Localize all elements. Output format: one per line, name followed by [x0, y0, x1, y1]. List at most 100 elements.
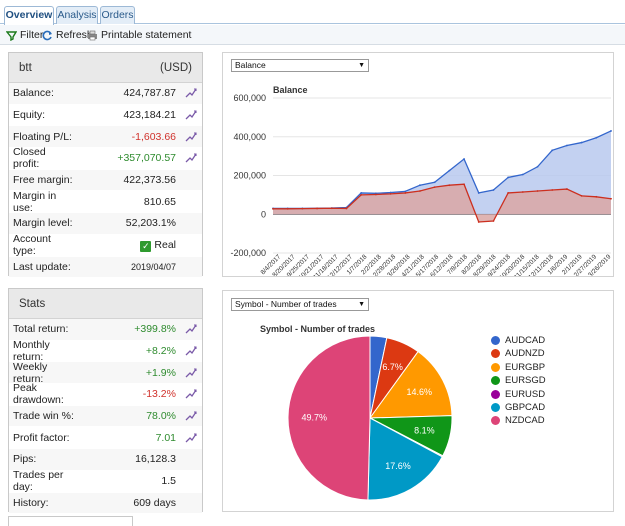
stat-value: 609 days [133, 496, 176, 509]
stat-value: ✓ Real [140, 238, 176, 252]
data-point [463, 158, 465, 160]
printer-icon [88, 30, 97, 40]
chart-trend-icon[interactable] [184, 409, 198, 423]
refresh-button[interactable]: Refresh [42, 28, 93, 42]
stat-value: +357,070.57 [117, 152, 176, 165]
legend-swatch [491, 416, 500, 426]
data-point [521, 173, 524, 176]
data-point [448, 184, 451, 187]
legend-swatch [491, 336, 500, 345]
data-point [272, 207, 274, 210]
refresh-icon [42, 30, 52, 40]
data-point [419, 190, 421, 192]
legend-label: EURGBP [505, 361, 546, 373]
icon-placeholder [184, 195, 198, 209]
icon-placeholder [184, 173, 198, 187]
chart-title: Symbol - Number of trades [260, 324, 375, 334]
data-point [389, 191, 392, 194]
chart-trend-icon[interactable] [184, 130, 198, 144]
chart-trend-icon[interactable] [184, 151, 198, 165]
stat-row: History: 609 days [9, 492, 202, 515]
stat-row: Equity: 423,184.21 [9, 105, 202, 127]
chart-trend-icon[interactable] [184, 344, 198, 358]
chart-trend-icon[interactable] [184, 86, 198, 100]
stat-value: +1.9% [145, 366, 176, 379]
legend-label: NZDCAD [505, 415, 545, 427]
chart-trend-icon[interactable] [184, 322, 198, 336]
data-point [580, 141, 583, 144]
stat-value: +399.8% [134, 323, 176, 336]
data-point [477, 221, 480, 223]
y-tick-label: 200,000 [233, 171, 266, 181]
stats-rows: Total return: +399.8% Monthly return: +8.2%… [9, 319, 202, 515]
chart-trend-icon[interactable] [184, 108, 198, 122]
pie-slice-label: 8.1% [414, 425, 435, 435]
data-point [580, 194, 583, 197]
pie-chart-select[interactable]: Symbol - Number of trades ▼ [231, 298, 369, 311]
chart-trend-icon[interactable] [184, 431, 198, 445]
stat-row: Monthly return: +8.2% [9, 339, 202, 363]
icon-placeholder [184, 452, 198, 466]
stat-value: 78.0% [146, 410, 176, 423]
icon-placeholder [184, 260, 198, 274]
stats-title: Stats [19, 297, 46, 310]
legend-swatch [491, 403, 500, 412]
panel-stub [8, 516, 133, 526]
data-point [595, 136, 598, 139]
chart-title: Balance [273, 85, 308, 95]
pie-chart: Symbol - Number of trades 6.7% 14.6% 8.1% 17… [260, 324, 453, 501]
balance-chart-select[interactable]: Balance ▼ [231, 59, 369, 72]
stat-label: Closed profit: [13, 146, 46, 171]
data-point [448, 169, 451, 172]
stat-value: 16,128.3 [135, 453, 176, 466]
stat-value: 423,184.21 [123, 109, 176, 122]
stat-value: 424,787.87 [123, 87, 176, 100]
tab-analysis[interactable]: Analysis [56, 6, 98, 24]
legend-item-eurgbp: EURGBP [491, 362, 545, 373]
data-point [389, 193, 392, 195]
data-point [536, 190, 539, 192]
y-tick-label: 600,000 [233, 93, 266, 103]
tab-bar: Overview Analysis Orders [0, 0, 625, 25]
chevron-down-icon: ▼ [358, 62, 365, 69]
stat-row: Account type: ✓ Real [9, 233, 202, 257]
stat-value: 810.65 [143, 195, 176, 208]
stats-header: Stats [9, 289, 202, 319]
balance-chart: 600,000400,000200,0000-200,000Balance8/4… [230, 85, 612, 276]
stat-label: Equity: [13, 109, 46, 122]
chart-trend-icon[interactable] [184, 366, 198, 380]
data-point [316, 207, 318, 210]
pie-chart-panel: Symbol - Number of trades ▼ Symbol - Num… [222, 290, 614, 512]
chart-trend-icon[interactable] [184, 387, 198, 401]
legend-label: GBPCAD [505, 402, 546, 413]
balance-chart-panel: Balance ▼ 600,000 400,000 200,000 0 -200,000… [222, 52, 614, 277]
stat-label: Peak drawdown: [13, 382, 64, 407]
refresh-label: Refresh [56, 29, 93, 41]
stat-row: Profit factor: 7.01 [9, 427, 202, 450]
data-point [566, 144, 568, 147]
stat-row: Peak drawdown: -13.2% [9, 382, 202, 407]
data-point [492, 189, 495, 191]
data-point [286, 207, 289, 210]
stat-label: Last update: [13, 260, 71, 273]
tab-overview[interactable]: Overview [4, 6, 54, 25]
print-button[interactable]: Printable statement [87, 28, 191, 42]
legend-label: AUDCAD [505, 335, 546, 346]
stat-value: +8.2% [145, 345, 176, 358]
pie-slice-gbpcad [367, 417, 443, 501]
data-point [360, 193, 363, 196]
tab-orders[interactable]: Orders [100, 6, 135, 24]
stat-label: Profit factor: [13, 431, 70, 444]
stat-row: Balance: 424,787.87 [9, 83, 202, 105]
checkmark-icon: ✓ [140, 240, 152, 252]
legend-item-gbpcad: GBPCAD [491, 402, 545, 413]
data-point [610, 197, 612, 200]
icon-placeholder [184, 496, 198, 510]
chevron-down-icon: ▼ [358, 301, 365, 308]
filter-button[interactable]: Filter [6, 28, 43, 42]
data-point [360, 192, 363, 194]
legend-item-nzdcad: NZDCAD [491, 415, 545, 426]
data-point [330, 207, 333, 210]
pie-slice-nzdcad [287, 335, 371, 501]
legend-item-audnzd: AUDNZD [491, 348, 545, 359]
